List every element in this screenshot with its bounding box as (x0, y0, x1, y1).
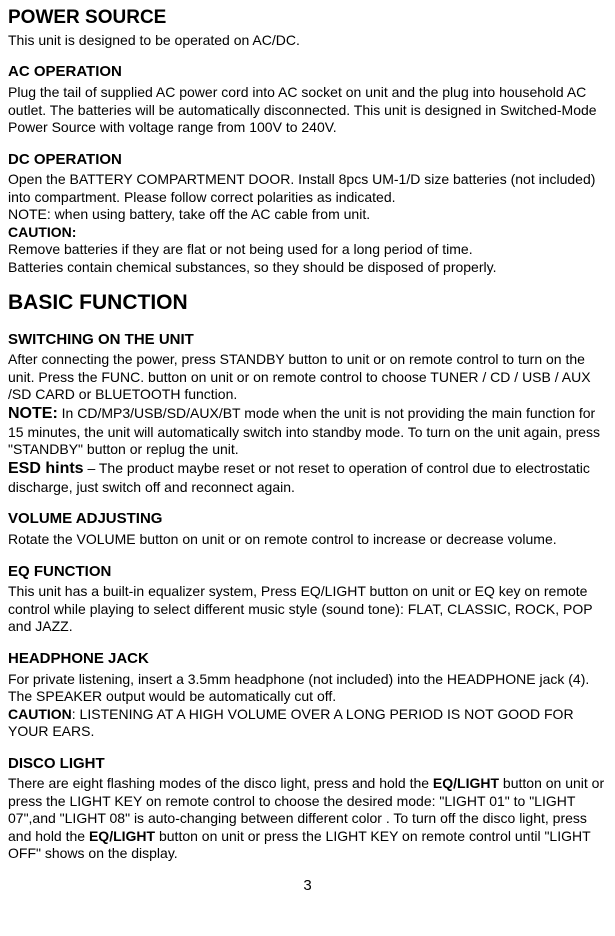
switching-on-title: SWITCHING ON THE UNIT (8, 331, 607, 350)
headphone-caution-body: : LISTENING AT A HIGH VOLUME OVER A LONG… (8, 706, 574, 740)
power-source-title: POWER SOURCE (8, 6, 607, 30)
disco-b1: EQ/LIGHT (433, 775, 499, 791)
headphone-title: HEADPHONE JACK (8, 650, 607, 669)
ac-operation-body: Plug the tail of supplied AC power cord … (8, 84, 607, 137)
basic-function-title: BASIC FUNCTION (8, 290, 607, 316)
note-label: NOTE: (8, 405, 58, 422)
headphone-caution: CAUTION: LISTENING AT A HIGH VOLUME OVER… (8, 706, 607, 741)
dc-operation-note: NOTE: when using battery, take off the A… (8, 206, 607, 224)
volume-title: VOLUME ADJUSTING (8, 510, 607, 529)
headphone-caution-label: CAUTION (8, 706, 72, 722)
dc-caution2: Batteries contain chemical substances, s… (8, 259, 607, 277)
note-body: In CD/MP3/USB/SD/AUX/BT mode when the un… (8, 405, 600, 458)
disco-t1: There are eight flashing modes of the di… (8, 775, 433, 791)
esd-hints: ESD hints – The product maybe reset or n… (8, 459, 607, 497)
dc-caution-label: CAUTION: (8, 224, 607, 242)
esd-label: ESD hints (8, 460, 84, 477)
eq-body: This unit has a built-in equalizer syste… (8, 583, 607, 636)
dc-operation-title: DC OPERATION (8, 151, 607, 170)
switching-on-note: NOTE: In CD/MP3/USB/SD/AUX/BT mode when … (8, 404, 607, 459)
dc-operation-body1: Open the BATTERY COMPARTMENT DOOR. Insta… (8, 171, 607, 206)
switching-on-body: After connecting the power, press STANDB… (8, 351, 607, 404)
ac-operation-title: AC OPERATION (8, 63, 607, 82)
eq-title: EQ FUNCTION (8, 563, 607, 582)
headphone-body1: For private listening, insert a 3.5mm he… (8, 671, 607, 706)
disco-title: DISCO LIGHT (8, 755, 607, 774)
volume-body: Rotate the VOLUME button on unit or on r… (8, 531, 607, 549)
power-source-intro: This unit is designed to be operated on … (8, 32, 607, 50)
esd-body: – The product maybe reset or not reset t… (8, 460, 590, 495)
disco-b2: EQ/LIGHT (89, 828, 155, 844)
disco-body: There are eight flashing modes of the di… (8, 775, 607, 863)
page-number: 3 (8, 877, 607, 896)
dc-caution1: Remove batteries if they are flat or not… (8, 241, 607, 259)
